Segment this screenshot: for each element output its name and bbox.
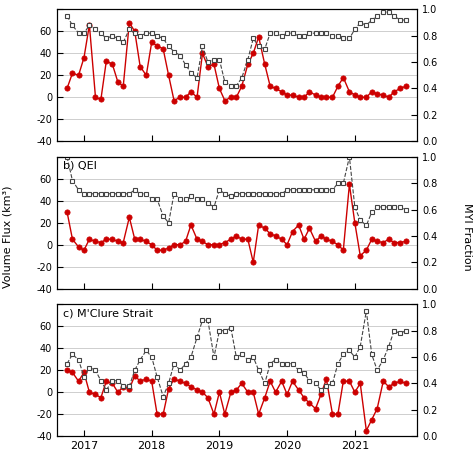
Text: c) M'Clure Strait: c) M'Clure Strait <box>64 309 154 319</box>
Text: b) QEI: b) QEI <box>64 161 97 171</box>
Text: Volume Flux (km³): Volume Flux (km³) <box>2 186 12 288</box>
Text: MYI Fraction: MYI Fraction <box>462 203 472 271</box>
